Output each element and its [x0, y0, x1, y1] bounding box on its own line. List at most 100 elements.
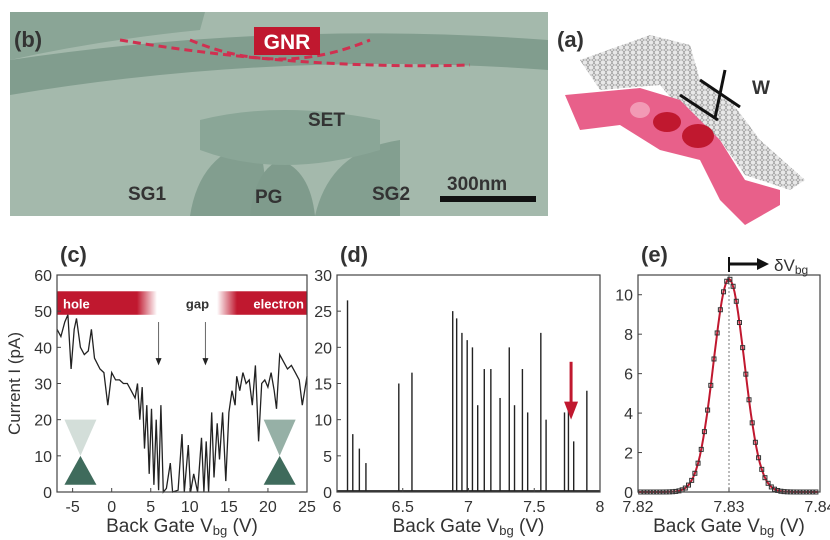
x-tick-label: 6.5 [392, 499, 414, 516]
set-label: SET [308, 110, 345, 131]
x-tick-label: 7.84 [804, 499, 830, 516]
x-tick-label: 20 [259, 499, 277, 516]
band-hole-label: hole [63, 296, 90, 311]
y-tick-label: 10 [314, 413, 332, 430]
y-tick-label: 8 [624, 327, 633, 344]
y-tick-label: 30 [34, 377, 52, 394]
data-point [765, 480, 771, 486]
data-point [736, 320, 742, 326]
data-point [759, 466, 765, 472]
scale-bar [440, 196, 536, 202]
data-point [778, 488, 784, 494]
panel-label: (c) [60, 242, 87, 267]
y-tick-label: 0 [43, 485, 52, 502]
gap-arrow-head [202, 358, 209, 366]
y-tick-label: 30 [314, 268, 332, 285]
data-point [749, 420, 755, 426]
y-tick-label: 5 [323, 449, 332, 466]
y-tick-label: 2 [624, 446, 633, 463]
x-tick-label: -5 [66, 499, 80, 516]
data-point [743, 371, 749, 377]
delta-vbg-label: δVbg [774, 256, 808, 277]
data-point [692, 470, 698, 476]
y-tick-label: 40 [34, 340, 52, 357]
y-axis-label: Current I (pA) [5, 332, 24, 435]
y-tick-label: 60 [34, 268, 52, 285]
y-tick-label: 0 [323, 485, 332, 502]
data-point [727, 276, 733, 282]
data-point [695, 460, 701, 466]
data-point [752, 439, 758, 445]
data-point [711, 356, 717, 362]
sg2-label: SG2 [372, 184, 410, 205]
y-tick-label: 20 [34, 413, 52, 430]
x-tick-label: 7.83 [713, 499, 744, 516]
x-tick-label: 7.82 [622, 499, 653, 516]
data-point [698, 446, 704, 452]
y-tick-label: 10 [34, 449, 52, 466]
x-tick-label: 10 [181, 499, 199, 516]
x-tick-label: 0 [107, 499, 116, 516]
band-gap-label: gap [186, 296, 209, 311]
data-point [746, 397, 752, 403]
fit-curve [638, 277, 819, 493]
y-tick-label: 25 [314, 304, 332, 321]
y-tick-label: 10 [615, 288, 633, 305]
data-point [689, 477, 695, 483]
data-point [717, 307, 723, 313]
x-tick-label: 15 [220, 499, 238, 516]
y-tick-label: 4 [624, 406, 633, 423]
data-point [682, 485, 688, 491]
pg-label: PG [255, 187, 282, 208]
data-point [686, 482, 692, 488]
y-tick-label: 15 [314, 377, 332, 394]
width-label: W [752, 78, 770, 99]
panel-a-label: (a) [557, 27, 584, 52]
data-point [730, 283, 736, 289]
x-tick-label: 25 [298, 499, 316, 516]
x-tick-label: 7 [464, 499, 473, 516]
data-point [705, 407, 711, 413]
data-point [714, 330, 720, 336]
scale-label: 300nm [447, 174, 507, 195]
data-point [708, 382, 714, 388]
chart-panel-d: (d) 6 6.5 7 7.5 8 0 5 10 15 20 25 30 Back Gate Vbg (V… [314, 242, 604, 538]
dirac-cone-icon [263, 419, 296, 485]
sg1-label: SG1 [128, 184, 166, 205]
current-trace [56, 314, 308, 494]
data-point [762, 475, 768, 481]
panel-label: (e) [641, 242, 668, 267]
band-bar [57, 291, 307, 315]
gnr-trace [119, 38, 471, 68]
chart-panel-e: (e) δVbg 7.82 7.83 7.84 0 2 4 6 8 10 Back Gate Vbg … [615, 242, 830, 538]
y-tick-label: 50 [34, 304, 52, 321]
x-tick-label: 5 [146, 499, 155, 516]
data-point [701, 429, 707, 435]
data-point [676, 488, 682, 494]
red-arrow-head [564, 401, 579, 420]
data-point [721, 289, 727, 295]
data-point [756, 455, 762, 461]
gnr-schematic: W (a) [557, 27, 805, 225]
x-tick-label: 6 [333, 499, 342, 516]
dirac-cone-icon [64, 419, 97, 485]
x-tick-label: 7.5 [523, 499, 545, 516]
band-electron-label: electron [253, 296, 304, 311]
panel-label: (d) [340, 242, 368, 267]
x-tick-label: 8 [596, 499, 605, 516]
sem-image: GNR (b) SET SG1 PG SG2 300nm [10, 12, 548, 216]
y-tick-label: 6 [624, 367, 633, 384]
x-axis-label: Back Gate Vbg (V) [393, 516, 545, 538]
chart-panel-c: (c) hole gap electron Current I (pA) -5 0 5 10 15… [5, 242, 316, 538]
data-point [772, 486, 777, 492]
x-axis-label: Back Gate Vbg (V) [653, 516, 805, 538]
data-point [740, 345, 746, 351]
axes-frame [336, 274, 601, 493]
data-point [733, 298, 739, 304]
panel-b-label: (b) [14, 27, 42, 52]
y-tick-label: 0 [624, 485, 633, 502]
y-tick-label: 20 [314, 340, 332, 357]
x-axis-label: Back Gate Vbg (V) [106, 516, 258, 538]
